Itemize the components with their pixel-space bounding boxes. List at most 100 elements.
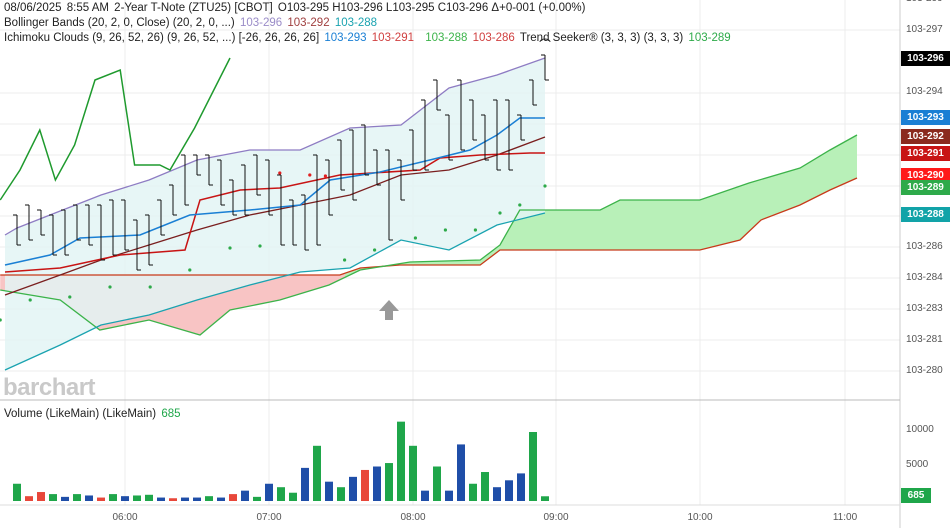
- volume-bar: [133, 495, 141, 501]
- time-tick-label: 08:00: [400, 512, 426, 523]
- volume-legend[interactable]: Volume (LikeMain) (LikeMain) 685: [4, 408, 183, 420]
- trend-seeker-dot: [308, 173, 312, 177]
- trend-seeker-dot: [343, 258, 347, 262]
- price-badge: 103-288: [901, 207, 950, 222]
- volume-badge: 685: [901, 488, 931, 503]
- volume-bar: [445, 490, 453, 501]
- time-tick-label: 09:00: [543, 512, 569, 523]
- ohlc-bar: [373, 149, 381, 186]
- ohlc-bar: [445, 114, 453, 161]
- volume-bar: [85, 495, 93, 501]
- volume-bar: [397, 421, 405, 501]
- ohlc-bar: [313, 154, 321, 246]
- trend-seeker-dot: [543, 184, 547, 188]
- trend-seeker-dot: [473, 228, 477, 232]
- time-tick-label: 06:00: [112, 512, 138, 523]
- bollinger-legend[interactable]: Bollinger Bands (20, 2, 0, Close) (20, 2…: [4, 17, 379, 29]
- ohlc-bar: [505, 99, 513, 171]
- volume-bar: [241, 490, 249, 501]
- price-badge: 103-293: [901, 110, 950, 125]
- ohlc-bar: [49, 214, 57, 256]
- span-b-value: 103-286: [472, 32, 515, 44]
- header-date: 08/06/2025: [4, 2, 62, 14]
- volume-bar: [517, 473, 525, 501]
- ohlc-bar: [37, 209, 45, 236]
- ohlc-bar: [253, 154, 261, 196]
- volume-bar: [289, 492, 297, 501]
- ohlc-bar: [493, 99, 501, 171]
- bollinger-label[interactable]: Bollinger Bands (20, 2, 0, Close) (20, 2…: [4, 17, 235, 29]
- conversion-value: 103-293: [324, 32, 367, 44]
- header-time: 8:55 AM: [66, 2, 109, 14]
- volume-bar: [529, 432, 537, 501]
- ohlc-bar: [457, 79, 465, 151]
- base-value: 103-291: [371, 32, 414, 44]
- trend-seeker-dot: [148, 285, 152, 289]
- volume-bar: [181, 497, 189, 501]
- ichimoku-label[interactable]: Ichimoku Clouds (9, 26, 52, 26) (9, 26, …: [4, 32, 320, 44]
- price-tick-label: 103-280: [906, 365, 943, 376]
- trend-seeker-dot: [28, 298, 32, 302]
- price-tick-label: 103-281: [906, 334, 943, 345]
- volume-bar: [325, 481, 333, 501]
- ohlc-bar: [133, 219, 141, 271]
- volume-bar: [217, 497, 225, 501]
- volume-label[interactable]: Volume (LikeMain) (LikeMain): [4, 408, 157, 420]
- price-tick-label: 103-283: [906, 303, 943, 314]
- ohlc-bar: [469, 99, 477, 141]
- ohlc-bar: [169, 184, 177, 216]
- price-tick-label: 103-299: [906, 0, 943, 4]
- volume-bar: [49, 494, 57, 501]
- trend-seeker-dot: [228, 246, 232, 250]
- volume-bar: [157, 497, 165, 501]
- time-tick-label: 10:00: [687, 512, 713, 523]
- volume-bar: [277, 487, 285, 501]
- volume-bar: [481, 472, 489, 501]
- volume-bar: [253, 496, 261, 501]
- ohlc-bar: [529, 79, 537, 106]
- price-badge: 103-291: [901, 146, 950, 161]
- ohlc-bar: [217, 159, 225, 206]
- trend-seeker-dot: [518, 203, 522, 207]
- price-badge: 103-289: [901, 180, 950, 195]
- volume-bar: [373, 466, 381, 501]
- volume-bar: [469, 483, 477, 501]
- volume-bar: [541, 496, 549, 501]
- price-badge: 103-296: [901, 51, 950, 66]
- ohlc-bar: [97, 204, 105, 261]
- instrument-name[interactable]: 2-Year T-Note (ZTU25) [CBOT]: [114, 2, 273, 14]
- ohlc-bar: [349, 129, 357, 201]
- base-line: [4, 152, 545, 273]
- ichimoku-legend[interactable]: Ichimoku Clouds (9, 26, 52, 26) (9, 26, …: [4, 32, 733, 44]
- volume-bar: [205, 496, 213, 501]
- trend-seeker-label[interactable]: Trend Seeker® (3, 3, 3) (3, 3, 3): [519, 32, 684, 44]
- ohlc-bar: [61, 209, 69, 256]
- price-tick-label: 103-286: [906, 241, 943, 252]
- volume-bar: [457, 444, 465, 501]
- ohlc-bar: [25, 204, 33, 241]
- last-bar-marker: [539, 38, 551, 43]
- price-badge: 103-292: [901, 129, 950, 144]
- barchart-logo: barchart: [3, 374, 96, 401]
- trend-seeker-dot: [373, 248, 377, 252]
- lagging-span-line: [0, 57, 231, 201]
- volume-bar: [61, 496, 69, 501]
- time-tick-label: 07:00: [256, 512, 282, 523]
- ohlc-bar: [13, 214, 21, 246]
- volume-bar: [337, 487, 345, 501]
- volume-bar: [169, 498, 177, 501]
- ohlc-values: O103-295 H103-296 L103-295 C103-296 Δ+0-…: [277, 2, 586, 14]
- time-tick-label: 11:00: [832, 512, 858, 523]
- ohlc-bar: [241, 164, 249, 216]
- ohlc-bar: [85, 204, 93, 246]
- bb-middle-value: 103-292: [287, 17, 330, 29]
- ohlc-bar: [289, 199, 297, 246]
- bb-upper-value: 103-296: [239, 17, 283, 29]
- ohlc-bar: [517, 114, 525, 141]
- volume-bar: [265, 483, 273, 501]
- price-tick-label: 103-297: [906, 24, 943, 35]
- ohlc-bar: [337, 139, 345, 191]
- span-a-value: 103-288: [425, 32, 468, 44]
- ohlc-bar: [421, 99, 429, 171]
